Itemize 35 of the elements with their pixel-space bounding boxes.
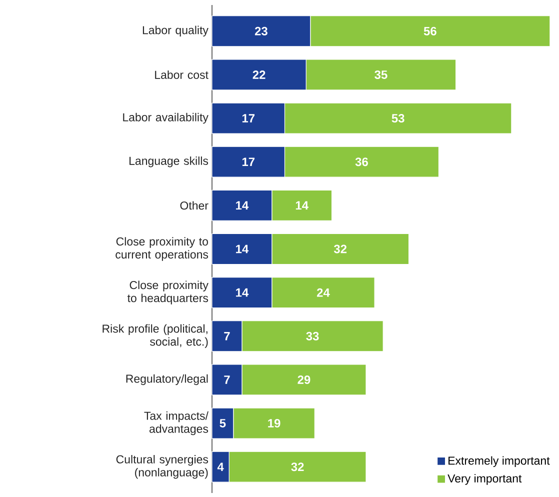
data-label: 24 bbox=[316, 288, 330, 297]
legend-label: Extremely important bbox=[448, 456, 550, 468]
data-label: 36 bbox=[355, 158, 368, 166]
data-label: 17 bbox=[242, 114, 255, 122]
y-tick-label: Cultural synergies (nonlanguage) bbox=[116, 454, 208, 479]
data-label: 32 bbox=[291, 462, 304, 472]
data-label: 17 bbox=[242, 158, 255, 166]
y-tick-label: Tax impacts/ advantages bbox=[144, 411, 208, 436]
data-label: 4 bbox=[217, 462, 224, 471]
y-tick-label: Other bbox=[180, 201, 208, 210]
data-label: 56 bbox=[424, 26, 436, 36]
data-label: 29 bbox=[298, 375, 310, 384]
y-tick-label: Risk profile (political, social, etc.) bbox=[102, 324, 208, 348]
data-label: 23 bbox=[254, 26, 268, 36]
data-label: 22 bbox=[252, 70, 266, 79]
y-tick-label: Close proximity to current operations bbox=[116, 237, 208, 261]
y-tick-label: Regulatory/legal bbox=[126, 374, 208, 386]
data-label: 32 bbox=[334, 244, 347, 254]
data-label: 14 bbox=[236, 288, 249, 297]
data-label: 14 bbox=[236, 201, 249, 210]
data-label: 53 bbox=[392, 114, 404, 123]
data-label: 7 bbox=[224, 376, 230, 384]
data-label: 14 bbox=[236, 244, 249, 254]
data-label: 5 bbox=[220, 419, 226, 428]
data-label: 14 bbox=[296, 201, 308, 210]
data-label: 19 bbox=[268, 419, 280, 428]
data-label: 7 bbox=[224, 332, 230, 340]
data-label: 33 bbox=[306, 332, 319, 340]
y-tick-label: Close proximity to headquarters bbox=[127, 280, 208, 304]
y-tick-label: Labor cost bbox=[155, 70, 208, 79]
legend-label: Very important bbox=[448, 474, 522, 485]
y-tick-label: Labor quality bbox=[142, 26, 208, 36]
y-tick-label: Labor availability bbox=[123, 112, 208, 124]
data-label: 35 bbox=[374, 70, 388, 79]
y-tick-label: Language skills bbox=[130, 156, 208, 168]
